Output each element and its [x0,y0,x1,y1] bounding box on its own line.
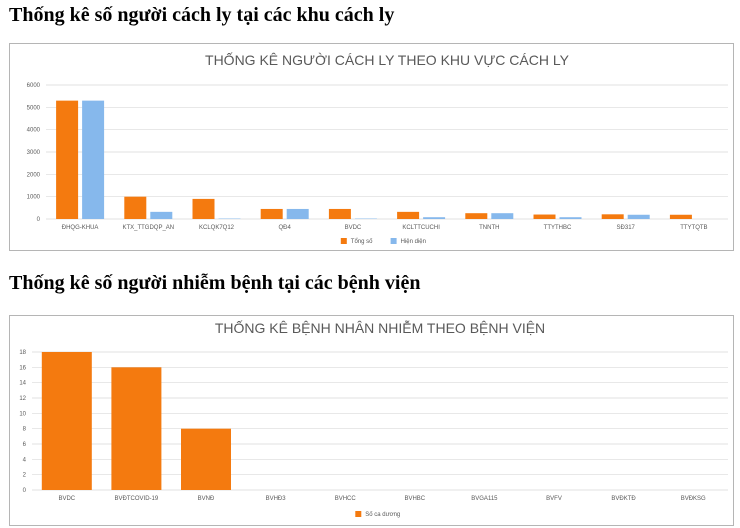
y-tick-label: 14 [19,381,26,387]
legend-swatch [355,511,362,517]
bar-secondary [286,208,309,219]
x-tick-label: BVGA115 [471,496,498,502]
bar-secondary [423,217,446,219]
y-tick-label: 16 [19,365,26,371]
x-tick-label: BVFV [546,496,562,502]
bar-primary [192,198,215,219]
x-tick-label: QĐ4 [279,225,292,231]
bar-primary [124,196,147,219]
x-tick-label: TTYTHBC [544,225,572,231]
legend-label: Tổng số [351,238,373,245]
x-tick-label: BVHĐ3 [266,496,287,502]
legend-swatch [390,238,397,244]
bar-primary [181,428,231,490]
bar-secondary [559,217,582,219]
y-tick-label: 0 [37,217,41,223]
hospital-chart-panel: THỐNG KÊ BỆNH NHÂN NHIỄM THEO BỆNH VIỆN 0… [9,315,734,526]
legend-label: Hiện diện [401,239,426,245]
x-tick-label: BVNĐ [198,496,215,502]
y-tick-label: 5000 [27,105,41,111]
bar-primary [533,214,556,219]
bar-primary [465,213,488,219]
chart-title: THỐNG KÊ BỆNH NHÂN NHIỄM THEO BỆNH VIỆN [215,319,545,336]
bar-primary [111,367,162,490]
y-tick-label: 8 [23,427,27,433]
bar-secondary [627,214,650,219]
legend-label: Số ca dương [365,512,400,518]
y-tick-label: 2 [23,473,27,479]
x-tick-label: BVHCC [335,496,357,502]
y-tick-label: 2000 [27,172,41,178]
bar-primary [260,208,283,219]
y-tick-label: 4000 [27,128,41,134]
bar-primary [56,100,79,219]
x-tick-label: BVDC [58,496,75,502]
section-heading-quarantine: Thống kê số người cách ly tại các khu cá… [9,4,395,26]
hospital-bar-chart: THỐNG KÊ BỆNH NHÂN NHIỄM THEO BỆNH VIỆN 0… [19,319,728,518]
section-heading-hospital: Thống kê số người nhiễm bệnh tại các bện… [9,272,421,294]
quarantine-chart-panel: THỐNG KÊ NGƯỜI CÁCH LY THEO KHU VỰC CÁCH… [9,43,734,251]
bar-secondary [150,211,173,219]
bar-primary [41,352,92,490]
x-tick-label: SĐ317 [617,225,636,231]
x-tick-label: TNNTH [479,225,499,231]
y-tick-label: 1000 [27,195,41,201]
y-tick-label: 0 [23,488,27,494]
quarantine-bar-chart: THỐNG KÊ NGƯỜI CÁCH LY THEO KHU VỰC CÁCH… [27,51,728,245]
y-tick-label: 6 [23,442,27,448]
x-tick-label: ĐHQG-KHUA [62,225,99,231]
bar-primary [601,214,624,219]
x-tick-label: BVHBC [404,496,425,502]
y-tick-label: 12 [19,396,26,402]
y-tick-label: 4 [23,457,27,463]
bar-primary [328,208,351,219]
bar-secondary [491,213,514,219]
bar-primary [397,211,420,219]
x-tick-label: BVĐTCOVID-19 [115,496,159,502]
y-tick-label: 18 [19,350,26,356]
x-tick-label: KCLTTCUCHI [402,225,440,231]
y-tick-label: 3000 [27,150,41,156]
bar-secondary [82,100,105,219]
x-tick-label: BVĐKSG [681,496,706,502]
bar-primary [669,214,692,219]
x-tick-label: KCLQK7Q12 [199,225,235,231]
chart-title: THỐNG KÊ NGƯỜI CÁCH LY THEO KHU VỰC CÁCH… [205,51,570,68]
x-tick-label: BVĐKTĐ [611,496,636,502]
y-tick-label: 10 [19,411,26,417]
y-tick-label: 6000 [27,83,41,89]
legend-swatch [340,238,347,244]
x-tick-label: KTX_TTGDQP_AN [122,225,174,231]
x-tick-label: TTYTQTB [680,225,707,231]
x-tick-label: BVDC [345,225,362,231]
